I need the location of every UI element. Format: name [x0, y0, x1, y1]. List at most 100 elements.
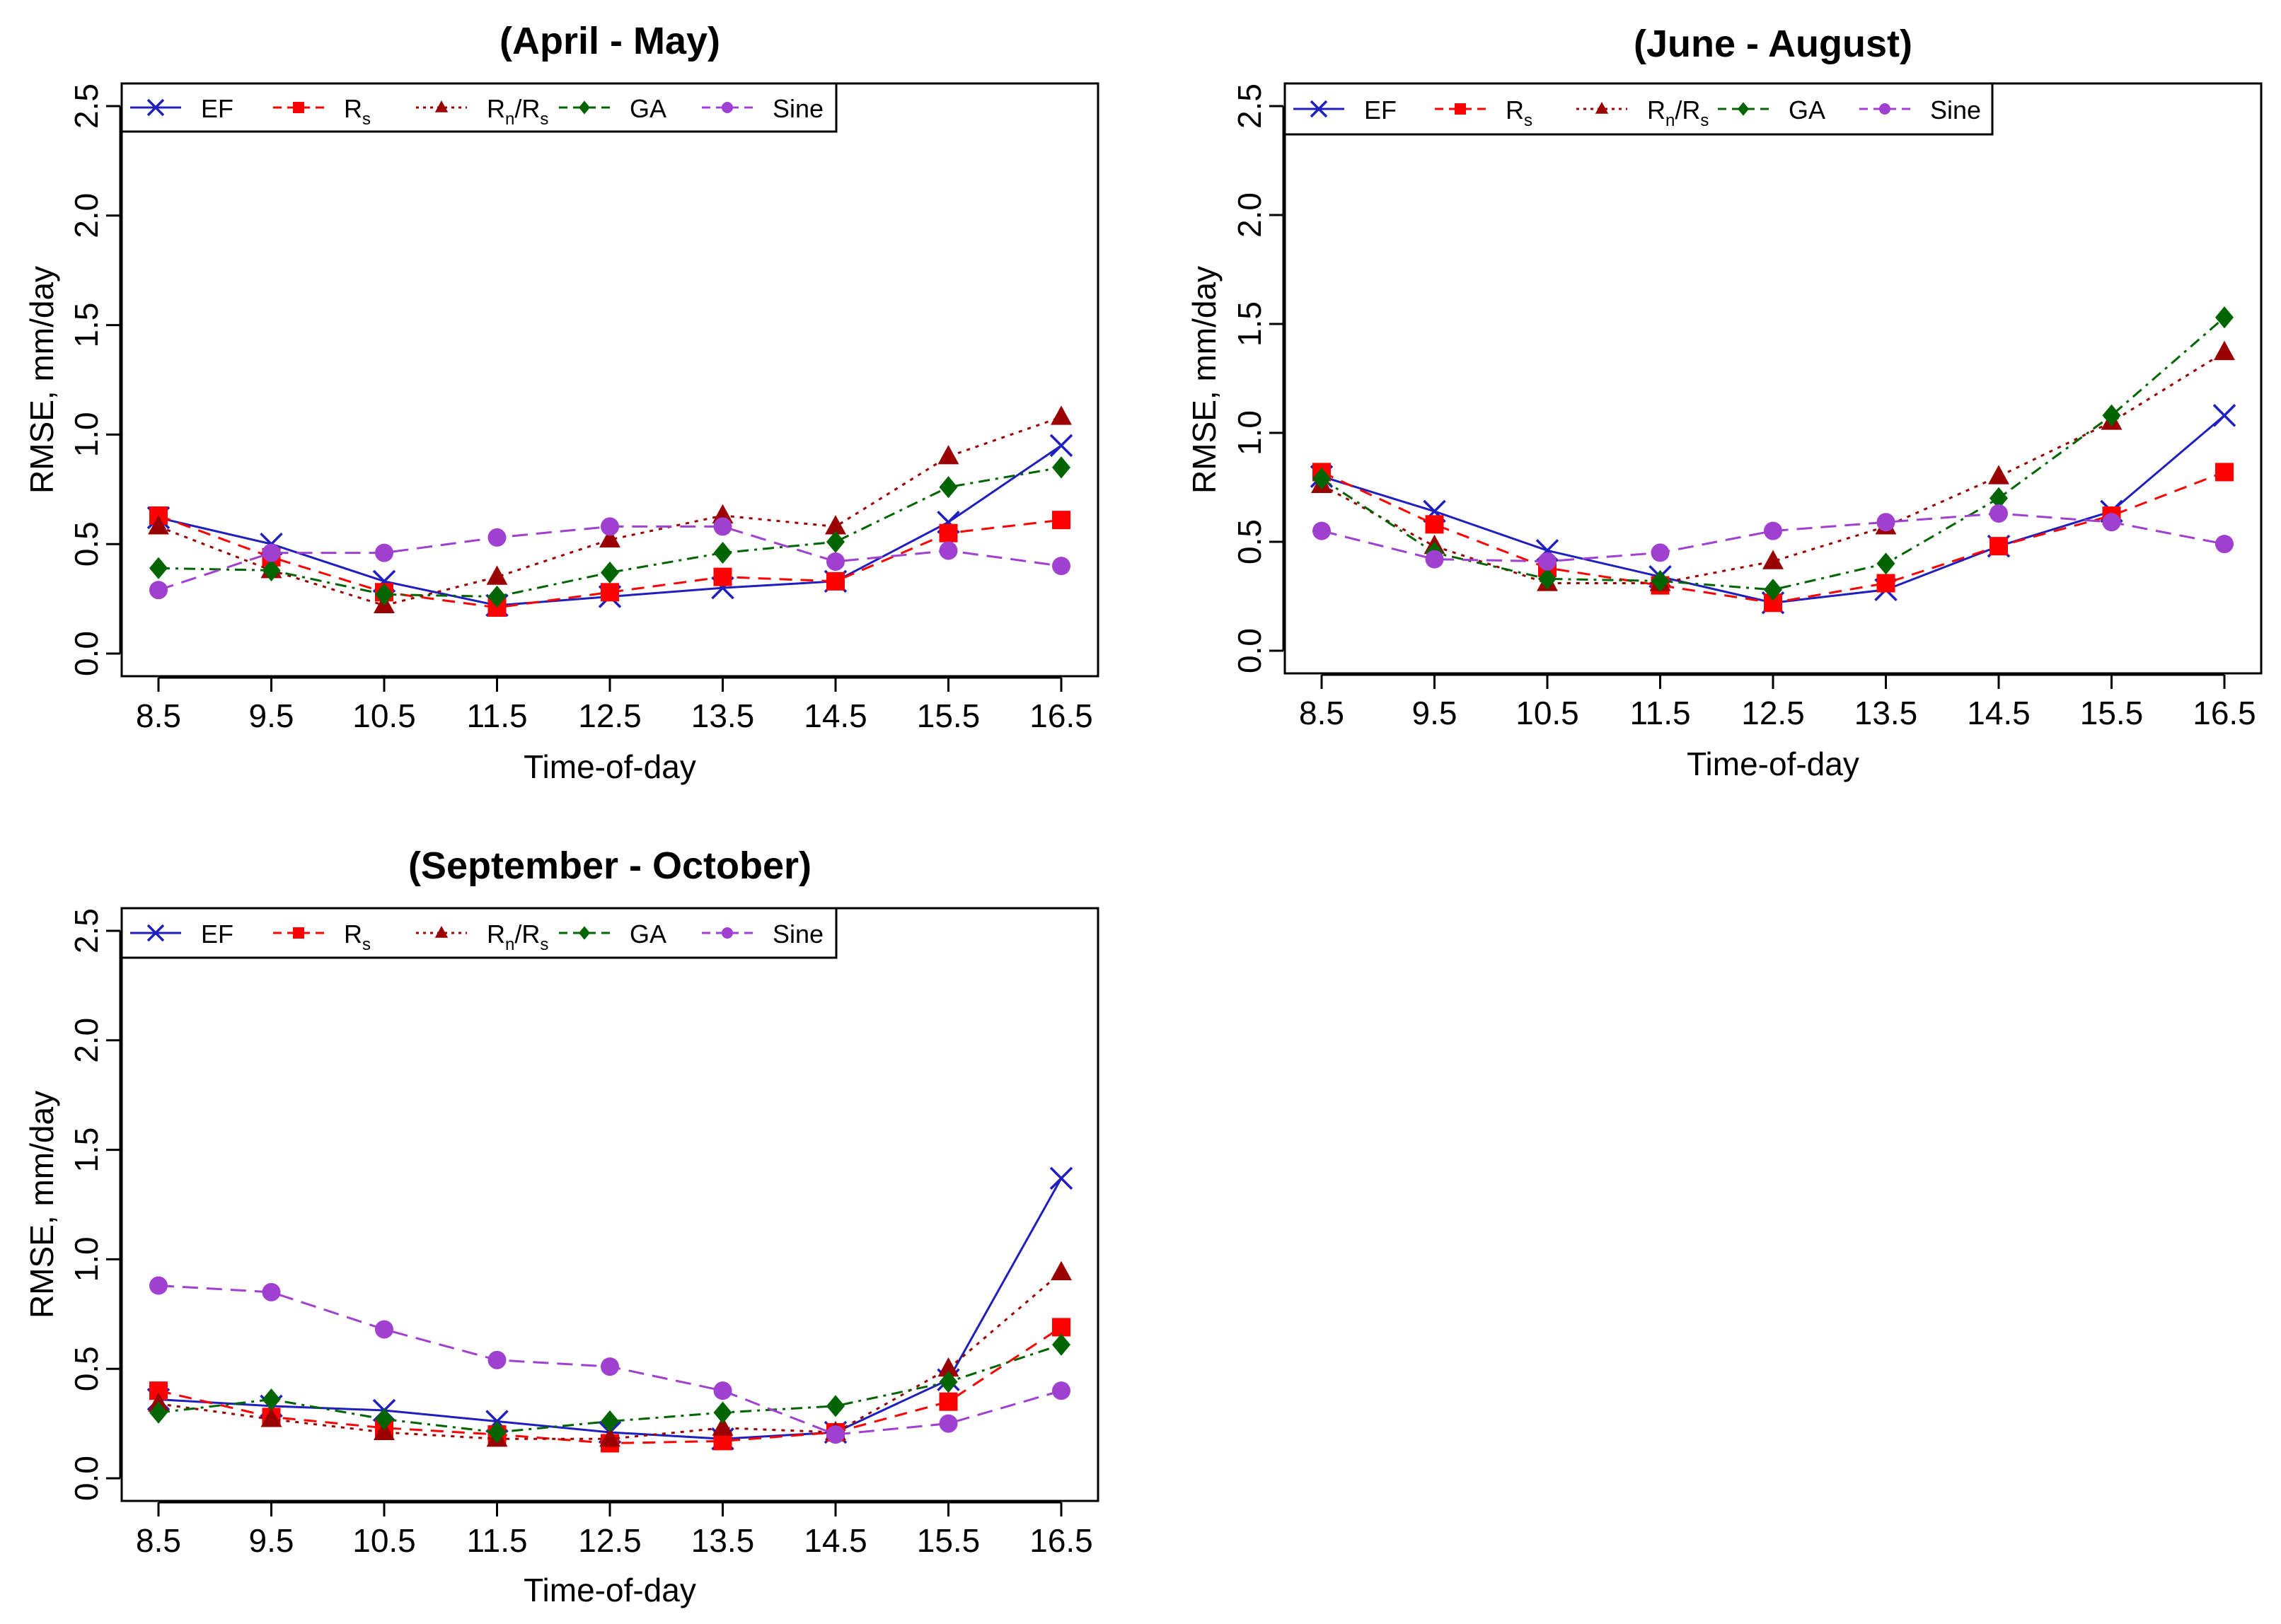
legend-label: Sine	[773, 920, 824, 949]
data-point	[487, 585, 507, 608]
legend-marker	[1310, 100, 1328, 118]
data-point	[149, 1276, 168, 1295]
data-point	[1651, 569, 1670, 593]
legend-item: Sine	[702, 94, 824, 123]
x-tick-label: 9.5	[249, 697, 294, 734]
data-point	[1988, 465, 2009, 485]
legend-item: EF	[130, 94, 233, 123]
x-tick-label: 15.5	[2080, 695, 2144, 731]
legend-label: GA	[630, 920, 666, 949]
legend-item: EF	[1293, 95, 1397, 124]
data-point	[599, 1427, 620, 1447]
data-point	[1312, 468, 1331, 490]
legend-item: GA	[559, 920, 666, 949]
data-point	[2102, 513, 2121, 532]
legend-marker	[434, 100, 449, 112]
x-tick-label: 16.5	[2193, 695, 2256, 731]
data-point	[149, 581, 168, 600]
legend-item: Rn/Rs	[1576, 95, 1709, 130]
y-axis-label: RMSE, mm/day	[23, 1091, 60, 1318]
data-point	[939, 476, 958, 499]
x-tick-label: 10.5	[352, 1522, 416, 1559]
data-point	[1312, 521, 1331, 540]
data-point	[1052, 557, 1070, 576]
data-point	[937, 1357, 959, 1377]
legend-item: Rs	[273, 94, 371, 129]
data-point	[1538, 567, 1557, 590]
data-point	[375, 1408, 393, 1431]
x-tick-label: 8.5	[1299, 695, 1344, 731]
legend-item: EF	[130, 920, 233, 949]
y-tick-label: 2.5	[68, 83, 105, 129]
series-ga	[149, 1333, 1070, 1444]
series-line	[158, 416, 1062, 607]
data-point	[1651, 543, 1670, 562]
legend-label: Sine	[1930, 95, 1981, 124]
data-point	[2215, 463, 2234, 482]
legend-item: GA	[559, 94, 666, 123]
legend-label: Rn/Rs	[487, 94, 548, 129]
data-point	[1764, 521, 1782, 540]
data-point	[825, 515, 846, 535]
data-point	[487, 1350, 507, 1369]
data-point	[1052, 1333, 1070, 1356]
chart-title: (April - May)	[499, 20, 720, 62]
data-point	[712, 504, 734, 524]
x-tick-label: 14.5	[1967, 695, 2031, 731]
data-point	[1051, 405, 1072, 425]
legend-label: Rn/Rs	[487, 920, 548, 954]
series-line	[1321, 351, 2225, 585]
data-point	[1876, 552, 1895, 575]
series-line	[158, 1343, 1062, 1434]
y-tick-label: 1.5	[68, 303, 105, 348]
data-point	[375, 583, 393, 606]
chart-panel-april-may: (April - May) Time-of-day RMSE, mm/day 8…	[23, 20, 1099, 785]
series-ga	[149, 456, 1070, 608]
data-point	[713, 567, 732, 586]
legend-marker	[434, 926, 449, 938]
data-point	[713, 1401, 732, 1424]
data-point	[601, 1410, 619, 1433]
series-line	[158, 466, 1062, 598]
data-point	[486, 565, 508, 585]
x-tick-label: 16.5	[1029, 1522, 1093, 1559]
data-point	[1876, 574, 1895, 593]
data-point	[374, 1420, 395, 1441]
data-point	[713, 517, 732, 536]
y-tick-label: 0.0	[68, 1456, 105, 1501]
x-tick-label: 16.5	[1029, 697, 1093, 734]
y-tick-label: 2.0	[68, 1018, 105, 1063]
legend: EF Rs Rn/Rs GA Sine	[120, 907, 838, 959]
legend-box	[120, 82, 838, 133]
data-point	[1049, 1166, 1073, 1190]
legend-label: GA	[1789, 95, 1825, 124]
chart-panel-september-october: (September - October) Time-of-day RMSE, …	[23, 845, 1099, 1608]
y-tick-label: 0.0	[68, 631, 105, 676]
data-point	[937, 445, 959, 465]
data-point	[1990, 487, 2008, 509]
series-line	[158, 514, 1062, 609]
legend-item: Sine	[702, 920, 824, 949]
legend-label: Rs	[344, 94, 371, 129]
x-tick-label: 15.5	[917, 697, 981, 734]
data-point	[826, 552, 845, 571]
data-point	[2215, 535, 2234, 554]
y-tick-label: 0.5	[68, 521, 105, 567]
data-point	[262, 1388, 281, 1411]
legend: EF Rs Rn/Rs GA Sine	[120, 82, 838, 133]
data-point	[262, 543, 281, 562]
y-tick-label: 0.0	[1231, 628, 1268, 673]
chart-title: (September - October)	[408, 845, 812, 887]
data-point	[713, 1381, 732, 1400]
legend-label: EF	[1364, 95, 1397, 124]
legend-label: Sine	[773, 94, 824, 123]
data-point	[1990, 504, 2008, 523]
legend-marker	[579, 100, 590, 115]
x-tick-label: 14.5	[804, 1522, 867, 1559]
x-axis-label: Time-of-day	[524, 748, 696, 785]
y-tick-label: 1.0	[68, 412, 105, 457]
data-point	[2212, 404, 2236, 427]
data-point	[149, 1401, 168, 1424]
data-point	[939, 1371, 958, 1393]
x-tick-label: 12.5	[1741, 695, 1805, 731]
